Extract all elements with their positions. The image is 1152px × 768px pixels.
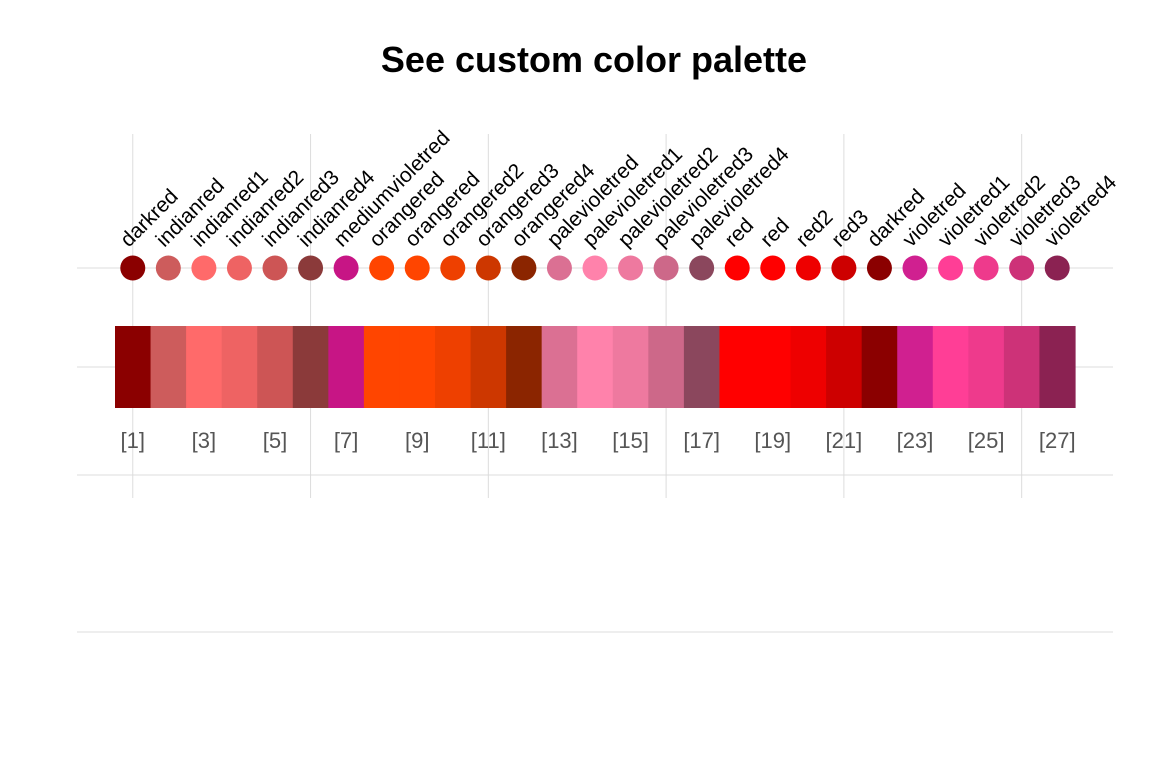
color-dot	[155, 255, 181, 281]
color-dot	[653, 255, 679, 281]
index-label: [21]	[826, 428, 863, 453]
color-swatch	[257, 326, 294, 408]
color-dot	[226, 255, 252, 281]
color-swatch	[186, 326, 223, 408]
color-dot	[689, 255, 715, 281]
color-swatch	[648, 326, 685, 408]
color-swatch	[790, 326, 827, 408]
color-dot	[546, 255, 572, 281]
color-swatch	[506, 326, 543, 408]
color-swatch	[1039, 326, 1076, 408]
index-label: [1]	[121, 428, 145, 453]
color-dot	[298, 255, 324, 281]
color-dot	[120, 255, 146, 281]
color-dot	[902, 255, 928, 281]
color-dot	[866, 255, 892, 281]
index-label: [25]	[968, 428, 1005, 453]
color-dot	[795, 255, 821, 281]
color-swatch	[897, 326, 934, 408]
index-label: [19]	[754, 428, 791, 453]
color-swatch	[826, 326, 863, 408]
color-dot	[262, 255, 288, 281]
color-swatch	[1003, 326, 1041, 408]
color-dot	[511, 255, 537, 281]
color-dot	[1009, 255, 1035, 281]
color-name-label: red2	[792, 206, 838, 252]
color-swatch	[470, 326, 507, 408]
color-dot	[369, 255, 395, 281]
index-labels: [1] [3] [5] [7] [9] [11] [13] [15] [17] [19] [21] […	[121, 428, 1076, 453]
color-dot	[404, 255, 430, 281]
index-label: [5]	[263, 428, 287, 453]
color-swatch	[612, 326, 649, 408]
chart-title: See custom color palette	[381, 39, 807, 80]
color-swatch	[328, 326, 365, 408]
color-dot	[1044, 255, 1070, 281]
color-dot	[938, 255, 964, 281]
index-label: [15]	[612, 428, 649, 453]
color-swatch	[861, 326, 898, 408]
color-dot	[440, 255, 466, 281]
color-swatch	[541, 326, 578, 408]
color-swatch	[115, 326, 152, 408]
color-swatches	[115, 326, 1076, 408]
color-dot	[760, 255, 786, 281]
color-dots	[120, 255, 1070, 281]
color-name-labels: darkredindianredindianred1indianred2indi…	[116, 126, 1121, 251]
index-label: [11]	[471, 428, 506, 453]
color-dot	[831, 255, 857, 281]
color-swatch	[719, 326, 756, 408]
color-swatch	[968, 326, 1005, 408]
color-dot	[973, 255, 999, 281]
color-dot	[724, 255, 750, 281]
color-swatch	[755, 326, 792, 408]
color-swatch	[292, 326, 329, 408]
color-dot	[191, 255, 217, 281]
color-name-label: red	[756, 214, 794, 252]
color-dot	[618, 255, 644, 281]
color-dot	[582, 255, 608, 281]
index-label: [7]	[334, 428, 358, 453]
color-swatch	[577, 326, 614, 408]
index-label: [3]	[192, 428, 216, 453]
index-label: [9]	[405, 428, 429, 453]
color-dot	[333, 255, 359, 281]
color-swatch	[932, 326, 969, 408]
color-swatch	[435, 326, 472, 408]
color-swatch	[399, 326, 436, 408]
index-label: [13]	[541, 428, 578, 453]
color-swatch	[221, 326, 258, 408]
color-name-label: red3	[827, 206, 873, 252]
color-dot	[475, 255, 501, 281]
index-label: [23]	[897, 428, 934, 453]
index-label: [17]	[683, 428, 720, 453]
index-label: [27]	[1039, 428, 1076, 453]
color-swatch	[150, 326, 187, 408]
color-swatch	[683, 326, 721, 408]
color-swatch	[363, 326, 401, 408]
